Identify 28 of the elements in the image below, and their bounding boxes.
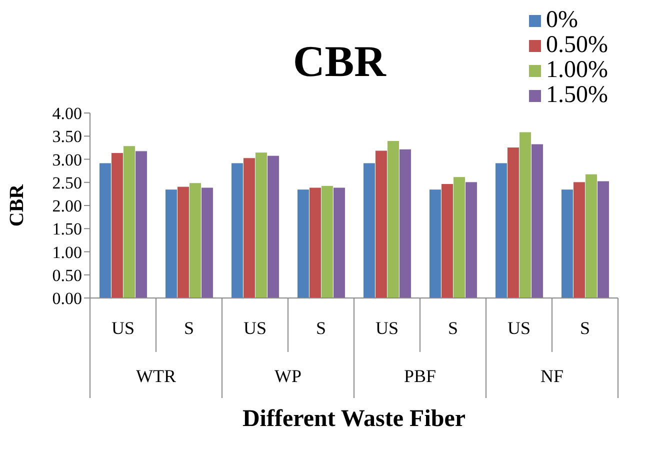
y-tick-label: 0.50 [52,266,82,285]
x-tick-label: S [184,318,194,338]
y-tick-label: 1.50 [52,220,82,239]
y-axis-title: CBR [6,184,28,227]
x-tick-label: S [448,318,458,338]
legend-label: 0% [546,7,578,33]
x-tick-label: S [316,318,326,338]
x-tick-label: US [507,318,531,338]
y-tick-label: 2.00 [52,196,82,216]
text: NF [540,366,564,386]
text: PBF [404,366,436,386]
y-tick-label: 2.50 [52,173,82,192]
y-tick-label: 3.50 [52,127,82,146]
x-axis-title: Different Waste Fiber [242,406,466,432]
text: WTR [136,366,176,386]
y-tick-label: 3.00 [52,150,82,170]
text: WP [274,366,302,386]
legend-label: 1.00% [546,57,608,83]
x-tick-label: US [375,318,399,338]
x-tick-label: US [111,318,135,338]
x-tick-label: US [243,318,267,338]
legend-label: 0.50% [546,32,608,58]
y-tick-label: 0.00 [52,289,82,308]
y-tick-label: 1.00 [52,242,82,262]
x-tick-label: S [580,318,590,338]
legend-label: 1.50% [546,82,608,108]
chart-title: CBR [293,36,386,87]
y-tick-label: 4.00 [52,104,82,124]
